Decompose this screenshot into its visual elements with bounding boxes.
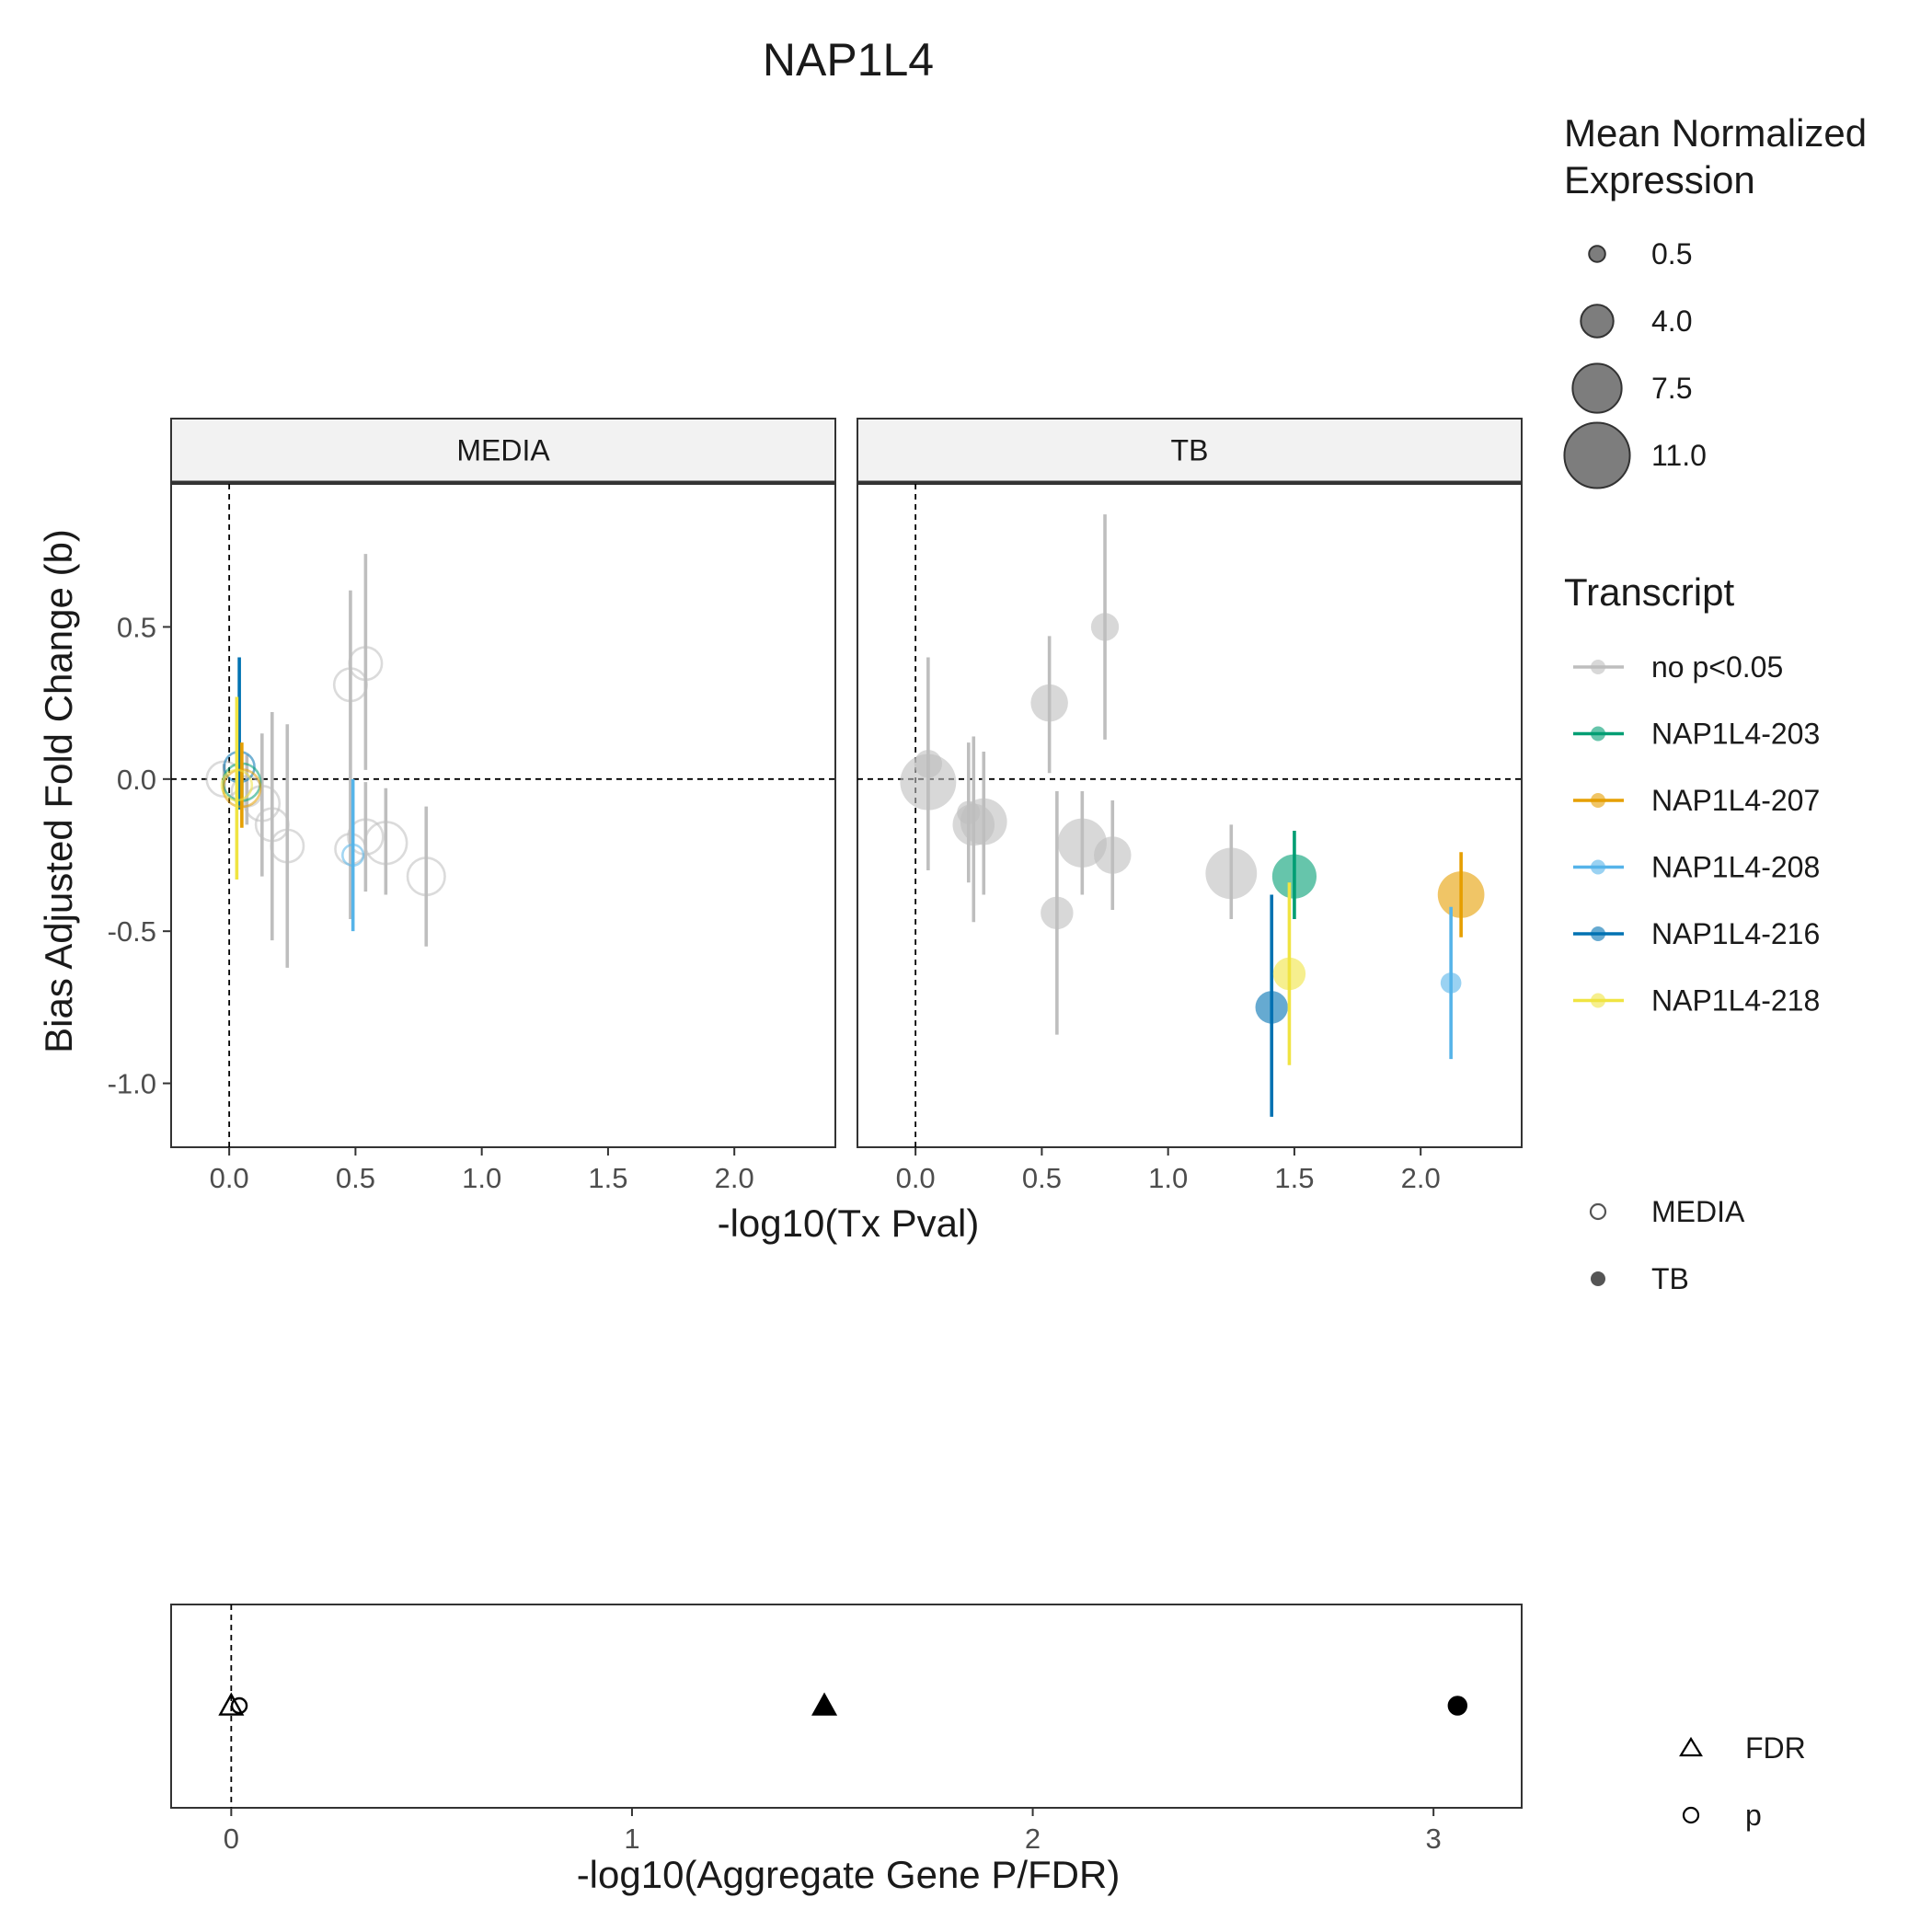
stat-legend-circle — [1682, 1806, 1700, 1824]
data-point — [1094, 836, 1132, 874]
size-legend-label: 7.5 — [1651, 372, 1692, 405]
stat-legend: FDR p — [1679, 1731, 1806, 1832]
transcript-legend-title: Transcript — [1564, 570, 1734, 614]
p-circle-marker — [230, 1696, 248, 1715]
data-point — [1041, 896, 1074, 930]
x-tick-label: 3 — [1426, 1823, 1442, 1855]
size-legend-key — [1563, 421, 1631, 489]
x-tick-label: 1 — [624, 1823, 639, 1855]
stat-legend-label: FDR — [1745, 1731, 1806, 1765]
y-tick-label: 0.0 — [117, 764, 156, 796]
x-tick-label: 1.5 — [1274, 1162, 1314, 1194]
top-y-axis-label: Bias Adjusted Fold Change (b) — [37, 529, 80, 1053]
data-point — [1030, 684, 1068, 722]
top-panels: MEDIA 0.0 0.5 1.0 1.5 2.0 -1.0 -0.5 0.0 0.5 TB 0.0 0… — [108, 418, 1523, 1194]
bottom-x-axis-label: -log10(Aggregate Gene P/FDR) — [577, 1853, 1121, 1896]
x-tick-label: 1.5 — [588, 1162, 627, 1194]
x-tick-label: 2.0 — [1401, 1162, 1441, 1194]
size-legend-title-line1: Mean Normalized — [1564, 111, 1867, 155]
size-legend-key — [1571, 362, 1623, 414]
transcript-legend-dot — [1591, 859, 1605, 875]
transcript-legend-label: NAP1L4-203 — [1651, 718, 1820, 751]
chart-title: NAP1L4 — [763, 34, 934, 86]
data-point — [243, 784, 282, 822]
data-point — [363, 821, 408, 866]
condition-legend: MEDIA TB — [1589, 1195, 1745, 1295]
x-tick-label: 0.5 — [1022, 1162, 1062, 1194]
data-point — [347, 818, 385, 856]
data-point — [1272, 957, 1306, 991]
x-tick-label: 0.0 — [210, 1162, 249, 1194]
bottom-panel: 0 1 2 3 — [170, 1604, 1523, 1855]
condition-legend-filled-circle — [1591, 1271, 1605, 1286]
y-tick-label: 0.5 — [117, 611, 156, 643]
aggregate-panel — [170, 1604, 1523, 1809]
data-point — [1440, 972, 1462, 994]
transcript-legend-dot — [1591, 660, 1605, 674]
transcript-legend-dot — [1591, 793, 1605, 808]
data-point — [270, 828, 305, 864]
size-legend-key — [1580, 304, 1615, 339]
x-tick-label: 0.5 — [336, 1162, 375, 1194]
condition-legend-label: TB — [1651, 1262, 1689, 1295]
data-point — [900, 753, 957, 811]
stat-legend-label: p — [1745, 1799, 1762, 1832]
transcript-legend-label: NAP1L4-218 — [1651, 984, 1820, 1018]
data-point — [1090, 613, 1120, 641]
panel-media — [170, 483, 836, 1148]
transcript-legend-dot — [1591, 993, 1605, 1008]
data-point — [1271, 854, 1317, 899]
y-tick-label: -0.5 — [108, 915, 156, 948]
condition-legend-open-circle — [1589, 1202, 1607, 1221]
data-point — [1205, 847, 1258, 900]
data-point — [1437, 871, 1485, 918]
facet-strip-media — [170, 418, 836, 483]
fdr-triangle-marker — [811, 1692, 838, 1716]
top-x-axis-label: -log10(Tx Pval) — [718, 1202, 980, 1245]
y-tick-label: -1.0 — [108, 1068, 156, 1100]
x-tick-label: 2.0 — [715, 1162, 754, 1194]
transcript-legend-dot — [1591, 926, 1605, 941]
size-legend-label: 0.5 — [1651, 237, 1692, 270]
transcript-legend-label: NAP1L4-207 — [1651, 784, 1820, 817]
stat-legend-triangle — [1679, 1736, 1703, 1757]
x-tick-label: 0 — [224, 1823, 239, 1855]
size-legend: 0.5 4.0 7.5 11.0 — [1563, 237, 1707, 489]
legend: Mean Normalized Expression 0.5 4.0 7.5 11.0… — [1563, 111, 1867, 1832]
x-tick-label: 1.0 — [462, 1162, 501, 1194]
data-point — [341, 843, 365, 868]
condition-legend-label: MEDIA — [1651, 1195, 1745, 1228]
transcript-legend-label: no p<0.05 — [1651, 650, 1783, 684]
transcript-legend: no p<0.05 NAP1L4-203 NAP1L4-207 NAP1L4-208 N… — [1573, 650, 1820, 1018]
fdr-triangle-marker — [218, 1692, 245, 1716]
data-point — [222, 768, 262, 809]
x-tick-label: 0.0 — [896, 1162, 936, 1194]
size-legend-label: 11.0 — [1651, 439, 1707, 472]
x-tick-label: 1.0 — [1148, 1162, 1188, 1194]
transcript-legend-dot — [1591, 726, 1605, 742]
p-circle-marker — [1447, 1696, 1468, 1716]
size-legend-title-line2: Expression — [1564, 158, 1755, 201]
transcript-legend-label: NAP1L4-208 — [1651, 851, 1820, 884]
data-point — [220, 768, 254, 802]
size-legend-label: 4.0 — [1651, 305, 1692, 338]
data-point — [1255, 991, 1288, 1024]
x-tick-label: 2 — [1025, 1823, 1041, 1855]
facet-label-tb: TB — [1171, 434, 1209, 467]
transcript-legend-label: NAP1L4-216 — [1651, 917, 1820, 950]
data-point — [960, 798, 1007, 845]
facet-label-media: MEDIA — [456, 434, 550, 467]
size-legend-key — [1588, 245, 1606, 263]
data-point — [406, 857, 446, 897]
data-point — [348, 646, 384, 682]
